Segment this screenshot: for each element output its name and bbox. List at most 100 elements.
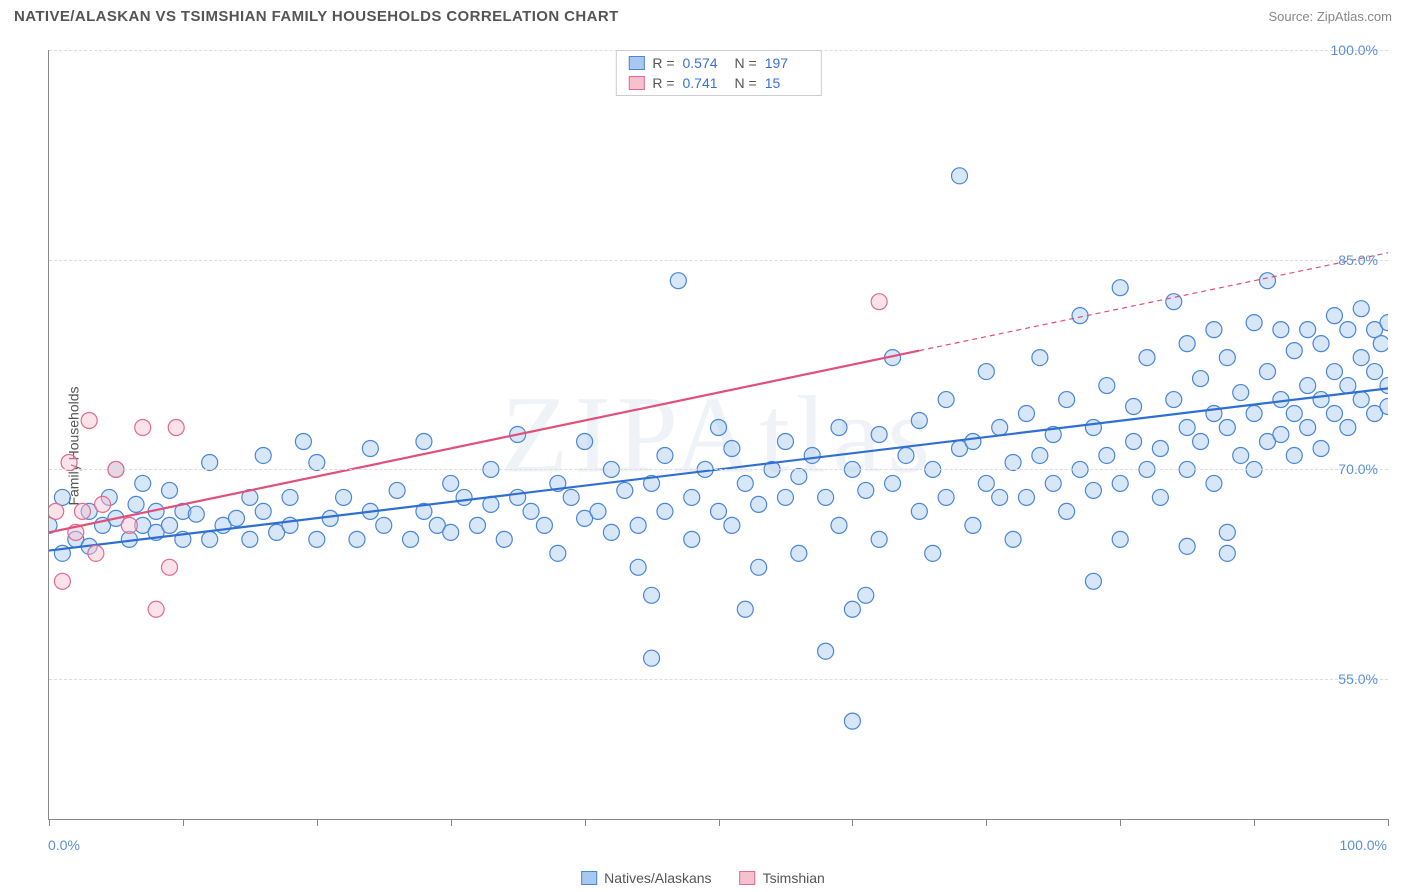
scatter-point	[443, 524, 459, 540]
scatter-point	[1085, 573, 1101, 589]
scatter-point	[1326, 308, 1342, 324]
scatter-point	[49, 517, 57, 533]
scatter-point	[550, 475, 566, 491]
scatter-point	[349, 531, 365, 547]
scatter-point	[630, 517, 646, 533]
scatter-point	[1179, 420, 1195, 436]
scatter-point	[1259, 364, 1275, 380]
scatter-point	[483, 496, 499, 512]
scatter-point	[1005, 454, 1021, 470]
scatter-point	[1246, 406, 1262, 422]
scatter-point	[657, 447, 673, 463]
scatter-point	[1206, 406, 1222, 422]
scatter-point	[1353, 350, 1369, 366]
swatch-tsimshian	[628, 76, 644, 90]
scatter-point	[54, 573, 70, 589]
scatter-point	[295, 433, 311, 449]
legend-label-tsimshian: Tsimshian	[763, 870, 825, 886]
scatter-point	[81, 413, 97, 429]
scatter-point	[255, 503, 271, 519]
scatter-point	[791, 545, 807, 561]
source-prefix: Source:	[1268, 9, 1316, 24]
scatter-point	[737, 475, 753, 491]
scatter-point	[1032, 447, 1048, 463]
scatter-point	[617, 482, 633, 498]
scatter-point	[1286, 343, 1302, 359]
scatter-point	[95, 496, 111, 512]
scatter-point	[630, 559, 646, 575]
scatter-point	[49, 503, 64, 519]
scatter-point	[1367, 406, 1383, 422]
scatter-point	[81, 503, 97, 519]
scatter-point	[282, 517, 298, 533]
scatter-point	[1273, 392, 1289, 408]
scatter-point	[1326, 364, 1342, 380]
scatter-point	[336, 489, 352, 505]
scatter-point	[1219, 524, 1235, 540]
scatter-point	[751, 559, 767, 575]
scatter-point	[1367, 364, 1383, 380]
scatter-point	[1018, 406, 1034, 422]
scatter-point	[95, 517, 111, 533]
scatter-point	[135, 517, 151, 533]
scatter-point	[1286, 447, 1302, 463]
scatter-point	[858, 482, 874, 498]
scatter-point	[168, 420, 184, 436]
scatter-point	[469, 517, 485, 533]
scatter-point	[577, 433, 593, 449]
scatter-point	[81, 538, 97, 554]
scatter-point	[1045, 427, 1061, 443]
x-tick	[1254, 819, 1255, 826]
scatter-point	[61, 454, 77, 470]
series-legend: Natives/Alaskans Tsimshian	[581, 870, 825, 886]
legend-row-natives: R = 0.574 N = 197	[616, 53, 820, 73]
scatter-point	[202, 531, 218, 547]
scatter-point	[162, 482, 178, 498]
legend-item-natives: Natives/Alaskans	[581, 870, 711, 886]
scatter-point	[791, 468, 807, 484]
legend-label-natives: Natives/Alaskans	[604, 870, 711, 886]
scatter-point	[1273, 322, 1289, 338]
scatter-point	[1340, 378, 1356, 394]
scatter-point	[309, 531, 325, 547]
scatter-point	[1193, 371, 1209, 387]
scatter-point	[68, 531, 84, 547]
r-value: 0.741	[683, 73, 727, 93]
scatter-point	[911, 413, 927, 429]
scatter-point	[603, 524, 619, 540]
scatter-point	[1112, 475, 1128, 491]
legend-row-tsimshian: R = 0.741 N = 15	[616, 73, 820, 93]
scatter-point	[818, 489, 834, 505]
scatter-point	[644, 475, 660, 491]
scatter-point	[1286, 406, 1302, 422]
scatter-plot-svg	[49, 50, 1388, 819]
scatter-point	[1233, 385, 1249, 401]
scatter-point	[362, 440, 378, 456]
scatter-point	[1380, 399, 1388, 415]
scatter-point	[148, 601, 164, 617]
trend-line-dashed	[919, 253, 1388, 351]
scatter-point	[1233, 447, 1249, 463]
scatter-point	[844, 713, 860, 729]
x-tick	[49, 819, 50, 826]
scatter-point	[1273, 427, 1289, 443]
scatter-point	[148, 503, 164, 519]
scatter-point	[121, 517, 137, 533]
scatter-point	[148, 524, 164, 540]
scatter-point	[1018, 489, 1034, 505]
scatter-point	[1166, 294, 1182, 310]
scatter-point	[1373, 336, 1388, 352]
scatter-point	[1353, 301, 1369, 317]
scatter-point	[657, 503, 673, 519]
scatter-point	[282, 489, 298, 505]
scatter-point	[1313, 392, 1329, 408]
x-tick	[585, 819, 586, 826]
scatter-point	[510, 489, 526, 505]
x-tick	[852, 819, 853, 826]
scatter-point	[1259, 433, 1275, 449]
scatter-point	[1380, 378, 1388, 394]
scatter-point	[1206, 322, 1222, 338]
x-tick	[986, 819, 987, 826]
n-value: 15	[765, 73, 809, 93]
scatter-point	[831, 517, 847, 533]
